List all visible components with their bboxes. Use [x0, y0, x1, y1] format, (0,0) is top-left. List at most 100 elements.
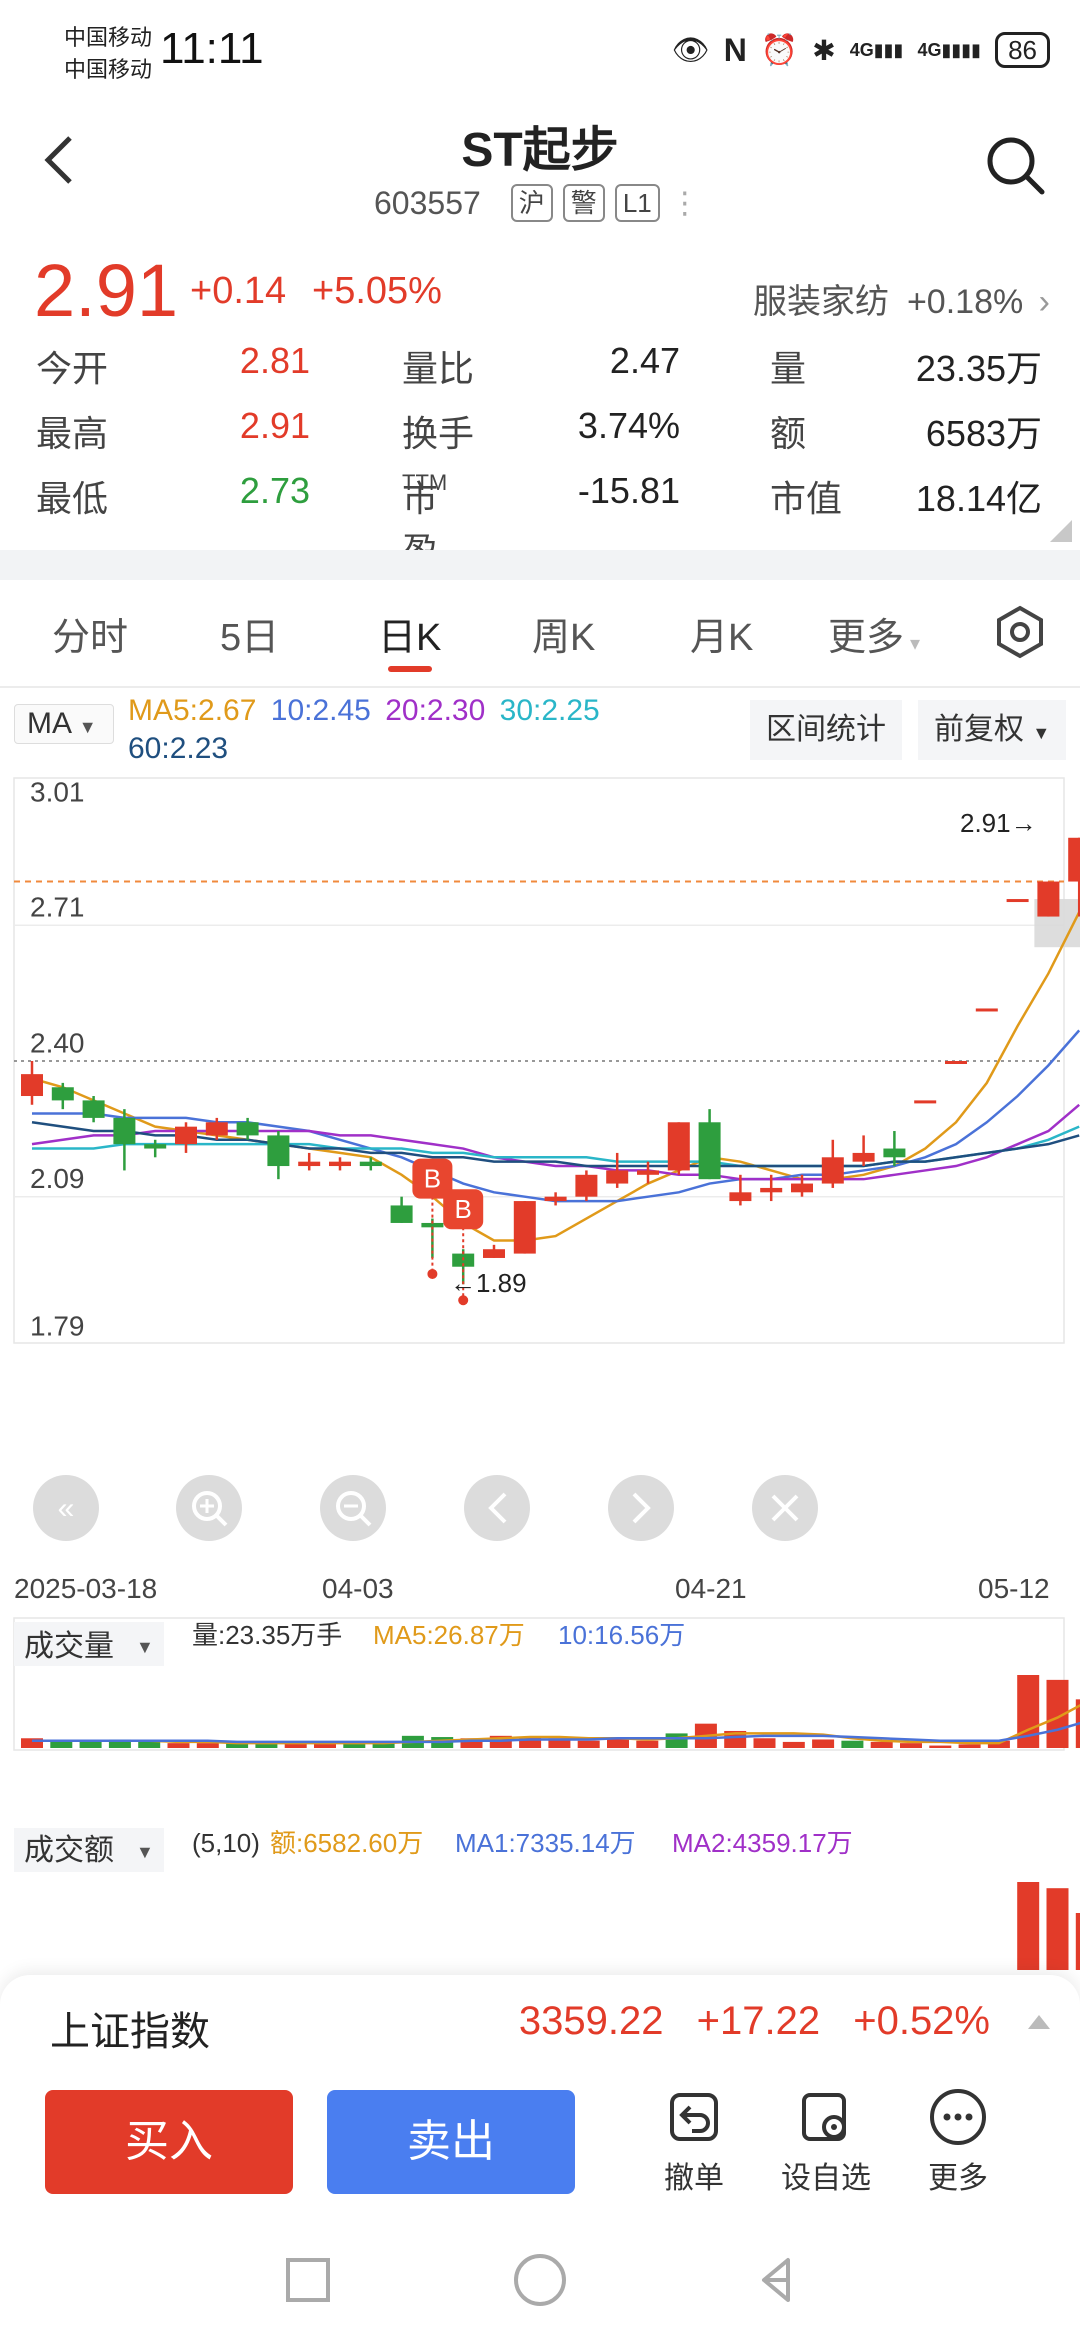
candle-body	[144, 1144, 167, 1149]
signal-icon: 4G▮▮▮▮	[917, 39, 982, 60]
amount-ma2: MA2:4359.17万	[672, 1828, 853, 1858]
index-change-pct: +0.52%	[853, 1999, 990, 2043]
pe-label: 市盈TTM	[402, 470, 448, 571]
candle-body	[945, 1061, 967, 1064]
candle	[575, 1170, 598, 1202]
more-dots-icon[interactable]: ⋮	[669, 186, 700, 220]
candle-body	[791, 1183, 813, 1193]
carrier-label: 中国移动	[64, 57, 153, 82]
collapse-button[interactable]: «	[33, 1475, 99, 1541]
candle-body	[113, 1117, 136, 1145]
volume-bar	[284, 1743, 307, 1748]
price-tick-label: 2.09	[30, 1163, 85, 1194]
turnover-label: 换手	[402, 413, 475, 454]
buy-marker-dot	[458, 1295, 469, 1306]
candle	[236, 1117, 259, 1140]
annotations: BB	[412, 1158, 484, 1306]
zoom-out-button[interactable]	[320, 1475, 386, 1541]
more-button[interactable]: 更多	[908, 2087, 1008, 2197]
candle-body	[760, 1187, 783, 1193]
candle	[1068, 837, 1080, 917]
date-tick-label: 04-21	[675, 1573, 747, 1604]
indicator-select[interactable]: MA ▼	[14, 704, 114, 744]
volume-bar	[519, 1737, 542, 1748]
warning-tag: 警	[562, 184, 605, 222]
next-button[interactable]	[608, 1475, 674, 1541]
amount-bar	[1046, 1888, 1069, 1970]
volume-bar	[460, 1738, 483, 1748]
expand-corner-icon[interactable]	[1050, 520, 1072, 542]
search-button[interactable]	[984, 134, 1046, 196]
tab-intraday[interactable]: 分时	[52, 617, 129, 659]
tab-daily-k[interactable]: 日K	[378, 617, 442, 659]
price-change-pct: +5.05%	[312, 270, 442, 312]
recents-icon[interactable]	[286, 2258, 330, 2302]
volume-bar	[79, 1740, 102, 1748]
volume-bar	[929, 1745, 952, 1748]
market-cap-label: 市值	[770, 478, 843, 519]
tab-more[interactable]: 更多 ▾	[828, 606, 920, 661]
volume-legend: 成交量 ▼ 量:23.35万手 MA5:26.87万 10:16.56万	[14, 1620, 685, 1666]
volume-value: 23.35万	[915, 348, 1042, 389]
cancel-order-button[interactable]: 撤单	[644, 2087, 744, 2197]
divider	[0, 550, 1080, 580]
chart-settings-button[interactable]	[992, 604, 1048, 660]
ma-line-ma10	[32, 1029, 1080, 1203]
index-name[interactable]: 上证指数	[50, 2010, 210, 2054]
amount-select[interactable]	[14, 1828, 164, 1872]
clock: 11:11	[160, 24, 264, 73]
volume-bar	[548, 1738, 571, 1748]
candle-body	[236, 1122, 259, 1136]
candle-body	[51, 1087, 74, 1101]
buy-marker: B	[443, 1189, 484, 1306]
dropdown-caret-icon: ▼	[136, 1637, 154, 1657]
candle-body	[1068, 837, 1080, 882]
tab-weekly-k[interactable]: 周K	[532, 617, 596, 659]
ma-values-line1: MA5:2.67 10:2.45 20:2.30 30:2.25	[128, 694, 600, 728]
date-axis: 2025-03-18 04-03 04-21 05-12	[14, 1573, 1050, 1604]
candle-body	[21, 1074, 43, 1097]
buy-marker-badge	[412, 1158, 453, 1199]
price-axis-labels: 3.01 2.71 2.40 2.09 1.79	[30, 776, 85, 1341]
tab-monthly-k[interactable]: 月K	[690, 617, 754, 659]
status-bar: 中国移动 中国移动 11:11 👁 N ⏰ ✱ 4G▮▮▮ 4G▮▮▮▮ 86	[0, 0, 1080, 100]
candle	[852, 1135, 875, 1167]
prev-button[interactable]	[464, 1475, 530, 1541]
expand-up-icon[interactable]	[1028, 2015, 1050, 2029]
buy-button[interactable]: 买入	[45, 2090, 293, 2194]
ma30-value: 30:2.25	[499, 694, 600, 727]
tab-5day[interactable]: 5日	[220, 617, 280, 659]
amount-value: 6583万	[925, 413, 1042, 454]
undo-icon	[670, 2093, 718, 2141]
add-watchlist-button[interactable]: 设自选	[776, 2087, 876, 2197]
sell-button[interactable]: 卖出	[327, 2090, 575, 2194]
zoom-in-button[interactable]	[176, 1475, 242, 1541]
sector-link[interactable]: 服装家纺 +0.18% ›	[753, 274, 1050, 323]
kline-chart[interactable]: 3.01 2.71 2.40 2.09 1.79 BB 2.91→ ←1.89 …	[0, 770, 1080, 1970]
volume-bar	[21, 1738, 43, 1748]
divider	[0, 686, 1080, 688]
candle-body	[267, 1135, 290, 1167]
indicator-select-label: MA	[27, 707, 71, 740]
search-icon	[987, 137, 1045, 195]
adjust-select[interactable]: 前复权 ▼	[918, 700, 1067, 760]
volume-ratio-value: 2.47	[609, 340, 680, 381]
more-icon	[930, 2089, 986, 2145]
adjust-select-label: 前复权	[934, 713, 1024, 746]
amount-select-label: 成交额	[24, 1834, 114, 1867]
fullscreen-button[interactable]	[752, 1475, 818, 1541]
ma5-value: MA5:2.67	[128, 694, 257, 727]
high-value: 2.91	[239, 405, 310, 446]
volume-select[interactable]	[14, 1622, 164, 1666]
amount-bar	[1017, 1882, 1040, 1970]
eye-icon: 👁	[671, 33, 710, 67]
candle	[329, 1157, 351, 1171]
candle-body	[914, 1100, 937, 1104]
home-icon[interactable]	[514, 2254, 566, 2306]
battery-icon: 86	[995, 32, 1050, 68]
interval-stats-button[interactable]: 区间统计	[750, 700, 902, 760]
candle	[298, 1152, 321, 1171]
market-cap-value: 18.14亿	[915, 478, 1042, 519]
back-button[interactable]	[40, 130, 90, 190]
back-nav-icon[interactable]	[762, 2258, 790, 2302]
